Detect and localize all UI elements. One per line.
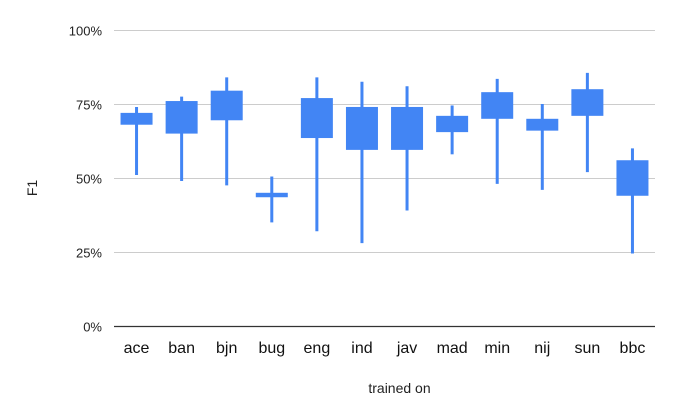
x-tick-label: jav bbox=[396, 340, 417, 357]
candle-mad bbox=[436, 105, 469, 155]
x-axis-ticks: ace ban bjn bug eng ind jav mad min nij sun bbc bbox=[124, 340, 646, 357]
y-tick-label: 0% bbox=[83, 320, 102, 335]
box bbox=[210, 90, 243, 121]
candle-sun bbox=[571, 72, 604, 173]
box bbox=[391, 106, 424, 150]
x-tick-label: ace bbox=[124, 340, 150, 357]
candle-bug bbox=[255, 176, 288, 223]
box bbox=[345, 106, 378, 150]
box bbox=[165, 101, 198, 134]
y-axis-ticks: 0% 25% 50% 75% 100% bbox=[69, 24, 103, 335]
box bbox=[571, 89, 604, 116]
plot-area bbox=[120, 72, 649, 254]
candle-min bbox=[481, 78, 514, 184]
x-tick-label: eng bbox=[304, 340, 331, 357]
box bbox=[436, 115, 469, 133]
candle-bbc bbox=[616, 148, 649, 254]
grid-layer bbox=[114, 30, 655, 328]
y-tick-label: 75% bbox=[76, 98, 102, 113]
x-tick-label: nij bbox=[534, 340, 550, 357]
x-tick-label: bug bbox=[258, 340, 285, 357]
y-tick-label: 100% bbox=[69, 24, 103, 39]
box bbox=[526, 118, 559, 131]
y-tick-label: 25% bbox=[76, 246, 102, 261]
x-tick-label: sun bbox=[574, 340, 600, 357]
x-tick-label: min bbox=[484, 340, 510, 357]
box bbox=[481, 92, 514, 119]
x-axis-title: trained on bbox=[368, 380, 430, 396]
candle-eng bbox=[300, 77, 333, 232]
box bbox=[616, 160, 649, 196]
candle-ban bbox=[165, 96, 198, 181]
candle-nij bbox=[526, 104, 559, 190]
box bbox=[255, 192, 288, 198]
x-tick-label: ind bbox=[351, 340, 372, 357]
x-tick-label: bbc bbox=[620, 340, 646, 357]
y-axis-title: F1 bbox=[24, 180, 40, 197]
box bbox=[120, 112, 153, 125]
candle-ace bbox=[120, 106, 153, 176]
candle-ind bbox=[345, 81, 378, 244]
x-tick-label: ban bbox=[168, 340, 195, 357]
y-tick-label: 50% bbox=[76, 172, 102, 187]
x-tick-label: mad bbox=[437, 340, 468, 357]
box bbox=[300, 98, 333, 139]
candle-jav bbox=[391, 86, 424, 211]
x-tick-label: bjn bbox=[216, 340, 237, 357]
candle-bjn bbox=[210, 77, 243, 186]
